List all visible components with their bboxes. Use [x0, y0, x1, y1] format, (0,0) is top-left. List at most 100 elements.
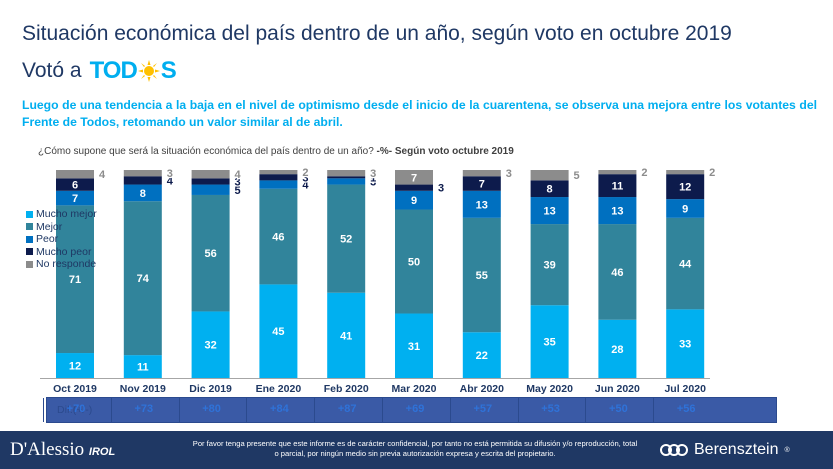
difference-value: +56	[676, 403, 696, 415]
description-text: Luego de una tendencia a la baja en el n…	[22, 98, 817, 129]
bar-segment	[123, 355, 162, 378]
legend-swatch	[26, 235, 33, 243]
data-label: 39	[543, 260, 555, 272]
bar-segment	[462, 170, 501, 177]
bar-segment	[666, 170, 705, 175]
bar-segment	[462, 190, 501, 218]
x-tick-label: Jul 2020	[664, 383, 706, 395]
bar-segment	[666, 174, 705, 200]
data-label: 2	[641, 167, 647, 179]
bar-segment	[259, 284, 298, 378]
data-label: 7	[479, 179, 485, 191]
x-tick-label: Abr 2020	[460, 383, 505, 395]
difference-row: Dif.(+/-) +70 +73 +80 +84 +87 +69 +57 +53 +50 +56	[43, 397, 777, 423]
data-label: 55	[476, 270, 488, 282]
bar-segment	[327, 292, 366, 378]
bar-segment	[191, 194, 230, 312]
bar-segment	[327, 176, 366, 179]
registered-mark: ®	[784, 446, 790, 454]
data-label: 3	[370, 168, 376, 180]
data-label: 3	[235, 176, 241, 188]
data-label: 4	[99, 169, 106, 181]
data-label: 50	[408, 257, 420, 269]
bar-segment	[666, 217, 705, 310]
bar-segment	[56, 353, 94, 378]
bar-segment	[395, 184, 433, 191]
x-tick-label: Ene 2020	[256, 383, 302, 395]
difference-value: +69	[405, 403, 425, 415]
footer: D'Alessio IROL Por favor tenga presente …	[0, 431, 833, 469]
data-label: 12	[69, 361, 81, 373]
data-label: 5	[235, 185, 241, 197]
data-label: 45	[272, 326, 284, 338]
difference-separator	[246, 398, 248, 422]
data-label: 52	[340, 234, 352, 246]
bar-segment	[123, 170, 162, 177]
legend-label: Mucho mejor	[36, 208, 97, 220]
bar-segment	[191, 170, 230, 179]
data-label: 13	[543, 206, 555, 218]
difference-value: +84	[270, 403, 289, 415]
x-tick-label: Nov 2019	[120, 383, 166, 395]
bar-segment	[598, 224, 637, 320]
data-label: 71	[69, 274, 81, 286]
dalessio-logo-text: D'Alessio	[10, 439, 85, 460]
difference-separator	[517, 398, 519, 422]
difference-separator	[449, 398, 451, 422]
slide-subtitle: Votó a TOD S	[22, 57, 177, 85]
data-label: 12	[679, 182, 691, 194]
legend-item: No responde	[26, 258, 97, 271]
x-tick-label: Jun 2020	[595, 383, 640, 395]
bar-segment	[259, 188, 298, 285]
bar-segment	[327, 170, 366, 177]
bar-segment	[259, 174, 298, 181]
data-label: 3	[438, 183, 444, 195]
data-label: 13	[476, 199, 488, 211]
bar-segment	[598, 170, 637, 175]
x-tick-label: May 2020	[526, 383, 573, 395]
data-label: 46	[611, 267, 623, 279]
legend-label: Mucho peor	[36, 245, 92, 258]
todos-logo: TOD S	[89, 57, 177, 84]
data-label: 2	[302, 167, 308, 179]
difference-separator	[178, 398, 180, 422]
data-label: 3	[506, 168, 512, 180]
data-label: 9	[682, 203, 688, 215]
legend-item: Mucho mejor	[26, 208, 97, 221]
legend-item: Peor	[26, 233, 97, 246]
data-label: 9	[411, 195, 417, 207]
bar-segment	[259, 170, 298, 175]
difference-value: +73	[134, 403, 154, 415]
x-tick-label: Mar 2020	[392, 383, 437, 395]
data-label: 8	[140, 188, 146, 200]
legend-label: No responde	[36, 258, 97, 270]
data-label: 41	[340, 330, 352, 342]
bar-segment	[327, 184, 366, 293]
data-label: 4	[167, 175, 174, 187]
legend-label: Peor	[36, 233, 59, 245]
data-label: 8	[547, 184, 553, 196]
data-label: 22	[476, 350, 488, 362]
bar-segment	[191, 311, 230, 378]
x-tick-label: Feb 2020	[324, 383, 369, 395]
data-label: 7	[72, 193, 78, 205]
difference-value: +53	[541, 403, 560, 415]
berensztein-logo: Berensztein ®	[660, 441, 790, 459]
bar-segment	[56, 178, 94, 191]
bar-segment	[530, 180, 569, 198]
difference-separator	[43, 398, 44, 422]
difference-value: +50	[609, 403, 628, 415]
irol-logo-text: IROL	[88, 446, 116, 458]
data-label: 6	[72, 180, 78, 192]
bar-segment	[666, 199, 705, 218]
legend-item: Mucho peor	[26, 246, 97, 259]
bar-segment	[123, 176, 162, 185]
bar-segment	[56, 205, 94, 354]
bar-segment	[666, 309, 705, 378]
difference-separator	[314, 398, 316, 422]
bar-segment	[395, 170, 433, 185]
bar-segment	[530, 170, 569, 181]
data-label: 3	[302, 172, 308, 184]
data-label: 28	[611, 344, 623, 356]
legend-item: Mejor	[26, 221, 97, 234]
